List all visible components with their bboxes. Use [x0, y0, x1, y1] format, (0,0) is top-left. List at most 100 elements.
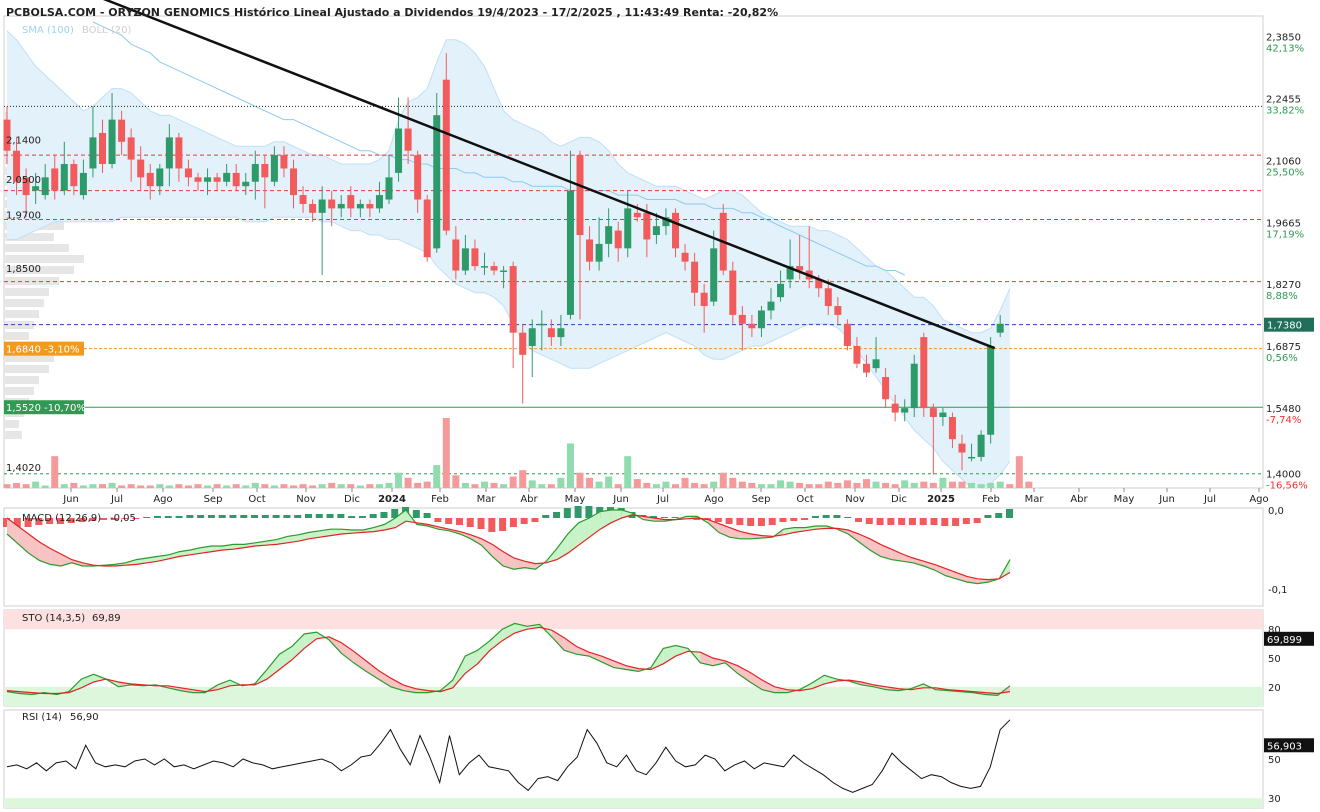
- volume-bar: [175, 484, 183, 488]
- volume-bar: [796, 482, 804, 488]
- sto-title: STO (14,3,5): [22, 613, 85, 624]
- indicator-fill: [923, 561, 935, 570]
- indicator-fill: [551, 630, 565, 651]
- candle-body: [423, 199, 431, 258]
- volume-profile-bar: [4, 332, 29, 340]
- candle-body: [566, 190, 574, 315]
- macd-histogram-bar: [714, 518, 722, 522]
- x-tick-label: Jun: [1158, 494, 1175, 505]
- x-tick-label: Oct: [248, 494, 265, 505]
- macd-histogram-bar: [822, 515, 830, 518]
- candle-body: [70, 164, 78, 187]
- volume-bar: [423, 481, 431, 488]
- macd-histogram-bar: [995, 513, 1003, 518]
- volume-bar: [99, 484, 106, 488]
- macd-histogram-bar: [509, 518, 517, 527]
- indicator-fill: [700, 652, 713, 666]
- candle-body: [223, 172, 231, 182]
- candle-body: [643, 212, 651, 240]
- volume-bar: [863, 479, 870, 488]
- rsi-last-label: 56,903: [1267, 741, 1302, 752]
- volume-bar: [127, 484, 135, 488]
- candle-body: [662, 217, 670, 227]
- x-tick-label: Jul: [656, 494, 669, 505]
- macd-histogram-bar: [78, 518, 86, 522]
- macd-histogram-bar: [520, 518, 528, 524]
- candle-body: [60, 164, 68, 191]
- candle-body: [309, 203, 317, 213]
- y-tick-label: 1,9665: [1266, 218, 1301, 229]
- volume-bar: [395, 472, 403, 488]
- candle-body: [299, 195, 307, 204]
- y-tick-label: 1,8270: [1266, 280, 1301, 291]
- candle-body: [395, 128, 403, 173]
- y-tick-label: 1,6875: [1266, 342, 1301, 353]
- candle-body: [853, 345, 861, 364]
- last-price-label: 1,7380: [1267, 321, 1302, 332]
- macd-histogram-bar: [865, 518, 873, 524]
- candle-body: [815, 279, 823, 289]
- panel-frame: [3, 507, 1264, 607]
- macd-histogram-bar: [13, 518, 21, 527]
- macd-histogram-bar: [445, 518, 453, 524]
- volume-bar: [70, 482, 78, 488]
- x-tick-label: Dic: [891, 494, 907, 505]
- macd-histogram-bar: [261, 515, 269, 518]
- volume-bar: [251, 482, 259, 488]
- left-level-label: 1,4020: [6, 463, 41, 474]
- indicator-fill: [465, 650, 478, 674]
- candle-body: [194, 177, 202, 182]
- macd-value: -0,05: [110, 513, 136, 524]
- volume-bar: [375, 484, 383, 488]
- indicator-fill: [503, 551, 514, 570]
- volume-bar: [41, 485, 49, 488]
- candle-body: [843, 323, 851, 346]
- macd-histogram-bar: [423, 513, 431, 518]
- macd-histogram-bar: [984, 515, 992, 518]
- candle-body: [977, 434, 985, 457]
- volume-bar: [538, 484, 546, 488]
- volume-bar: [442, 418, 450, 488]
- candle-body: [165, 137, 173, 169]
- volume-bar: [471, 484, 479, 488]
- volume-profile-bar: [4, 387, 34, 395]
- bollinger-band: [6, 30, 1011, 489]
- candle-body: [882, 377, 890, 400]
- macd-histogram-bar: [218, 515, 226, 518]
- candle-body: [471, 248, 479, 267]
- macd-histogram-bar: [660, 517, 668, 518]
- volume-profile-bar: [4, 420, 19, 428]
- candle-body: [385, 177, 393, 200]
- volume-bar: [347, 484, 355, 488]
- indicator-fill: [233, 544, 245, 550]
- candle-body: [270, 155, 278, 182]
- indicator-fill: [891, 549, 903, 562]
- candle-body: [729, 270, 737, 315]
- macd-histogram-bar: [121, 518, 129, 519]
- candle-body: [557, 328, 565, 338]
- candle-body: [127, 137, 135, 160]
- volume-profile-bar: [4, 354, 54, 362]
- candle-body: [796, 266, 804, 271]
- volume-bar: [958, 481, 966, 488]
- x-tick-label: Oct: [796, 494, 813, 505]
- candle-body: [79, 172, 87, 196]
- macd-histogram-bar: [391, 509, 399, 518]
- volume-bar: [433, 465, 441, 488]
- candle-body: [987, 345, 995, 435]
- candle-body: [586, 239, 594, 262]
- volume-profile-bar: [4, 244, 69, 252]
- indicator-fill: [564, 637, 577, 655]
- volume-bar: [261, 484, 269, 488]
- x-tick-label: Nov: [845, 494, 865, 505]
- volume-bar: [481, 481, 488, 488]
- volume-bar: [824, 481, 832, 488]
- macd-histogram-bar: [358, 516, 366, 518]
- volume-bar: [500, 484, 508, 488]
- candle-body: [328, 199, 336, 209]
- candle-body: [366, 203, 374, 209]
- indicator-fill: [291, 634, 305, 660]
- indicator-fill: [737, 665, 750, 682]
- x-tick-label: Nov: [296, 494, 316, 505]
